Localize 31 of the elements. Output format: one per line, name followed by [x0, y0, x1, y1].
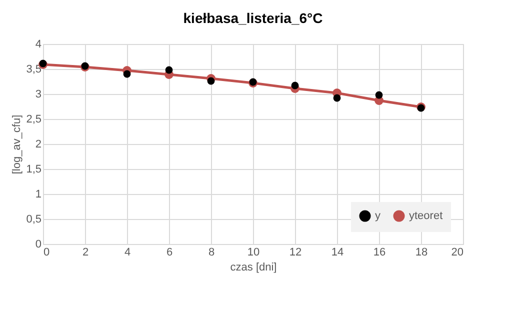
legend-label: y: [375, 210, 381, 222]
y-tick-label: 3: [35, 88, 42, 100]
point: [207, 77, 215, 85]
y-tick-label: 4: [35, 38, 42, 50]
point: [291, 82, 299, 90]
x-tick-label: 8: [208, 246, 215, 258]
y-tick-label: 1: [35, 188, 42, 200]
legend-label: yteoret: [409, 210, 443, 222]
y-tick-label: 3,5: [26, 64, 42, 76]
point: [333, 94, 341, 102]
x-tick-label: 6: [166, 246, 173, 258]
y-tick-label: 2: [35, 138, 42, 150]
y-tick-label: 0,5: [26, 214, 42, 226]
x-tick-label: 12: [289, 246, 302, 258]
point: [165, 66, 173, 74]
y-tick-label: 0: [35, 238, 42, 250]
y-axis-title: [log_av_cfu]: [11, 114, 24, 174]
x-tick-label: 0: [44, 246, 50, 258]
y-tick-label: 2,5: [26, 114, 42, 126]
chart-title: kiełbasa_listeria_6°C: [183, 10, 323, 26]
x-tick-label: 16: [373, 246, 386, 258]
point: [375, 91, 383, 99]
x-tick-label: 4: [124, 246, 131, 258]
x-tick-label: 14: [331, 246, 344, 258]
x-tick-label: 18: [415, 246, 428, 258]
y-tick-label: 1,5: [26, 164, 42, 176]
x-tick-label: 2: [82, 246, 89, 258]
x-tick-label: 10: [247, 246, 260, 258]
x-tick-label: 20: [451, 246, 464, 258]
x-axis-title: czas [dni]: [230, 262, 277, 274]
point: [123, 70, 131, 78]
